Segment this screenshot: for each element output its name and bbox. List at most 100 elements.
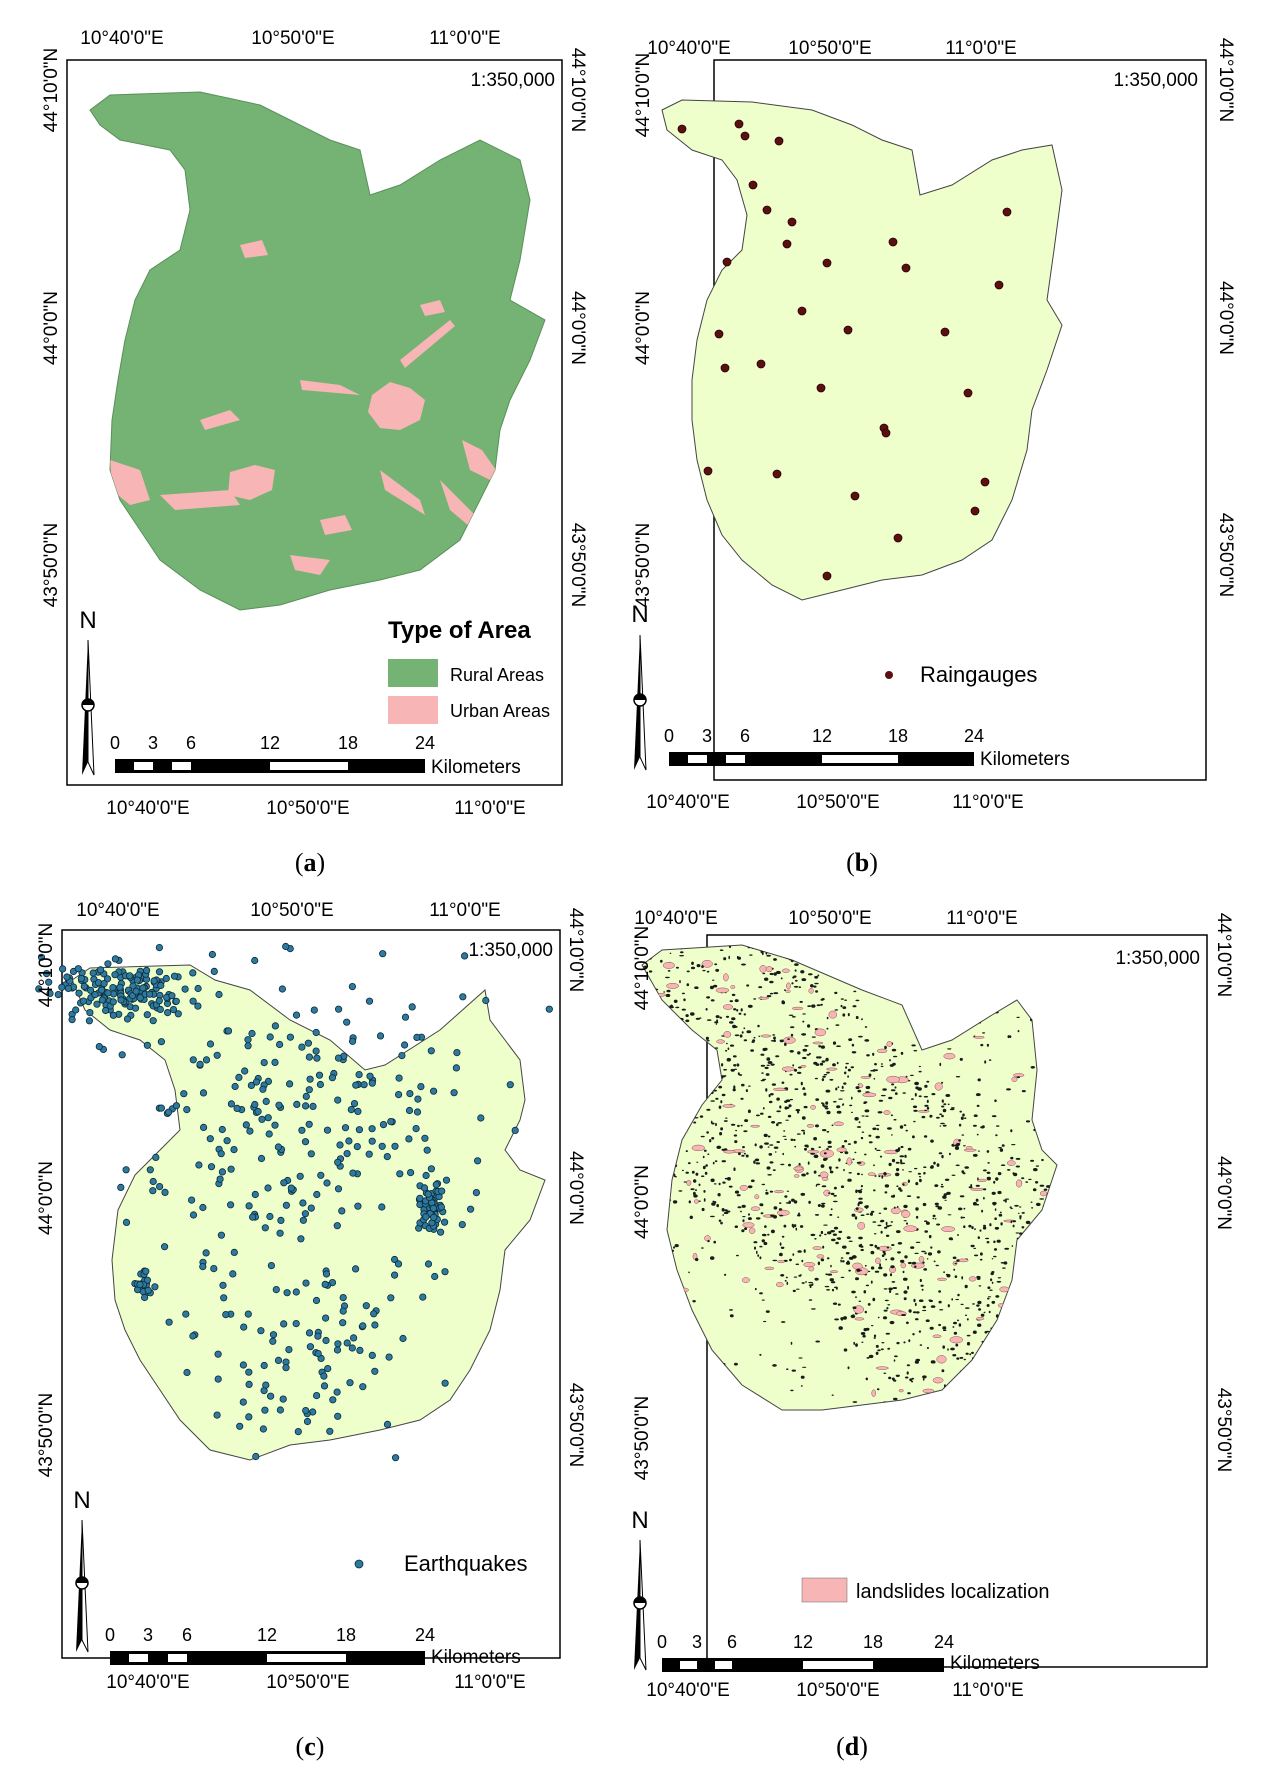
landslide-mark (690, 1012, 695, 1016)
landslide-mark (676, 1040, 680, 1042)
landslide-mark (789, 1098, 793, 1101)
earthquake-point (321, 1314, 330, 1322)
landslide-mark (923, 1135, 928, 1138)
scale-bar-c: 0 3 6 12 18 24 Kilometers (105, 1625, 521, 1668)
landslide-mark (890, 1257, 895, 1261)
landslide-mark (979, 1390, 985, 1393)
earthquake-point (213, 1411, 221, 1419)
right-label-b-0: 44°10'0"N (1215, 38, 1236, 123)
landslide-mark (916, 1311, 920, 1314)
landslide-mark (744, 1227, 748, 1230)
earthquake-point (477, 1114, 485, 1122)
landslide-mark (868, 1134, 872, 1137)
landslide-mark (930, 1139, 934, 1143)
landslide-mark (889, 1290, 892, 1293)
landslide-mark (883, 1172, 887, 1176)
landslide-polygon (777, 1260, 785, 1264)
landslide-mark (996, 1353, 1001, 1355)
landslide-mark (1012, 1224, 1015, 1228)
landslide-polygon (884, 1149, 899, 1155)
landslide-mark (939, 1062, 942, 1067)
landslide-mark (761, 1299, 765, 1301)
scale-tick-c-5: 24 (415, 1625, 435, 1645)
landslide-mark (834, 1318, 839, 1321)
landslide-mark (764, 1142, 769, 1145)
landslide-polygon (936, 1355, 947, 1364)
landslide-mark (790, 1389, 794, 1392)
landslide-mark (923, 1095, 929, 1098)
landslide-mark (668, 1147, 673, 1151)
landslide-mark (971, 1351, 974, 1354)
landslide-mark (693, 1191, 696, 1196)
landslide-mark (943, 1103, 947, 1106)
landslide-mark (957, 1234, 959, 1236)
landslide-mark (986, 1241, 990, 1244)
landslide-mark (852, 1401, 858, 1403)
landslide-mark (828, 1166, 832, 1170)
landslide-mark (928, 1020, 933, 1024)
landslide-mark (1054, 1310, 1057, 1313)
landslide-mark (1017, 1348, 1023, 1350)
landslide-mark (954, 1275, 958, 1278)
landslide-mark (979, 1229, 982, 1232)
landslide-mark (958, 1139, 961, 1142)
landslide-mark (836, 1045, 841, 1047)
earthquake-point (215, 990, 223, 999)
landslide-mark (827, 1145, 832, 1148)
earthquake-point (251, 1190, 259, 1199)
landslide-mark (741, 1083, 745, 1087)
landslide-polygon (867, 1172, 876, 1176)
landslide-mark (820, 1164, 825, 1168)
landslide-mark (650, 1368, 654, 1371)
landslide-mark (643, 1323, 649, 1325)
landslide-mark (710, 999, 715, 1002)
landslide-mark (852, 1158, 855, 1161)
earthquake-point (170, 972, 179, 980)
landslide-mark (654, 1061, 659, 1065)
landslide-mark (1033, 1128, 1036, 1132)
landslide-polygon (764, 1266, 775, 1271)
landslide-mark (858, 1201, 863, 1205)
landslide-mark (698, 1329, 701, 1332)
landslide-mark (692, 1300, 696, 1303)
landslide-mark (743, 1013, 746, 1016)
landslide-mark (837, 1216, 840, 1218)
landslide-mark (878, 1175, 881, 1178)
landslide-polygon (858, 1083, 864, 1088)
landslide-mark (817, 974, 820, 977)
earthquake-point (117, 996, 125, 1004)
landslide-mark (1004, 1364, 1009, 1368)
scale-tick-b-2: 6 (740, 726, 750, 746)
landslide-polygon (1035, 1251, 1044, 1259)
landslide-mark (914, 1092, 917, 1097)
landslide-mark (1025, 1281, 1029, 1284)
landslide-mark (977, 1078, 981, 1082)
landslide-polygon (701, 959, 713, 968)
landslide-mark (941, 1099, 944, 1103)
landslide-mark (714, 963, 718, 966)
landslide-mark (726, 1042, 728, 1045)
landslide-polygon (666, 983, 680, 989)
landslide-mark (953, 1321, 957, 1325)
earthquake-point (210, 1264, 218, 1273)
landslide-mark (963, 1225, 966, 1228)
landslide-mark (997, 1320, 1002, 1324)
earthquake-point (180, 1090, 188, 1098)
landslide-mark (1029, 1322, 1032, 1325)
landslide-mark (942, 1345, 945, 1349)
earthquake-point (267, 1261, 275, 1270)
earthquake-point (394, 1091, 403, 1099)
landslide-mark (1039, 1090, 1044, 1093)
earthquake-point (181, 985, 189, 993)
landslide-mark (1048, 1210, 1053, 1213)
landslide-mark (783, 1224, 787, 1228)
landslide-mark (858, 1300, 862, 1302)
landslide-mark (848, 1240, 853, 1242)
landslide-mark (871, 1210, 875, 1213)
landslide-mark (868, 1354, 874, 1359)
landslide-mark (912, 1105, 918, 1109)
landslide-mark (772, 1364, 777, 1367)
landslide-mark (981, 1209, 984, 1213)
landslide-mark (982, 1226, 987, 1230)
landslide-mark (851, 1051, 857, 1054)
